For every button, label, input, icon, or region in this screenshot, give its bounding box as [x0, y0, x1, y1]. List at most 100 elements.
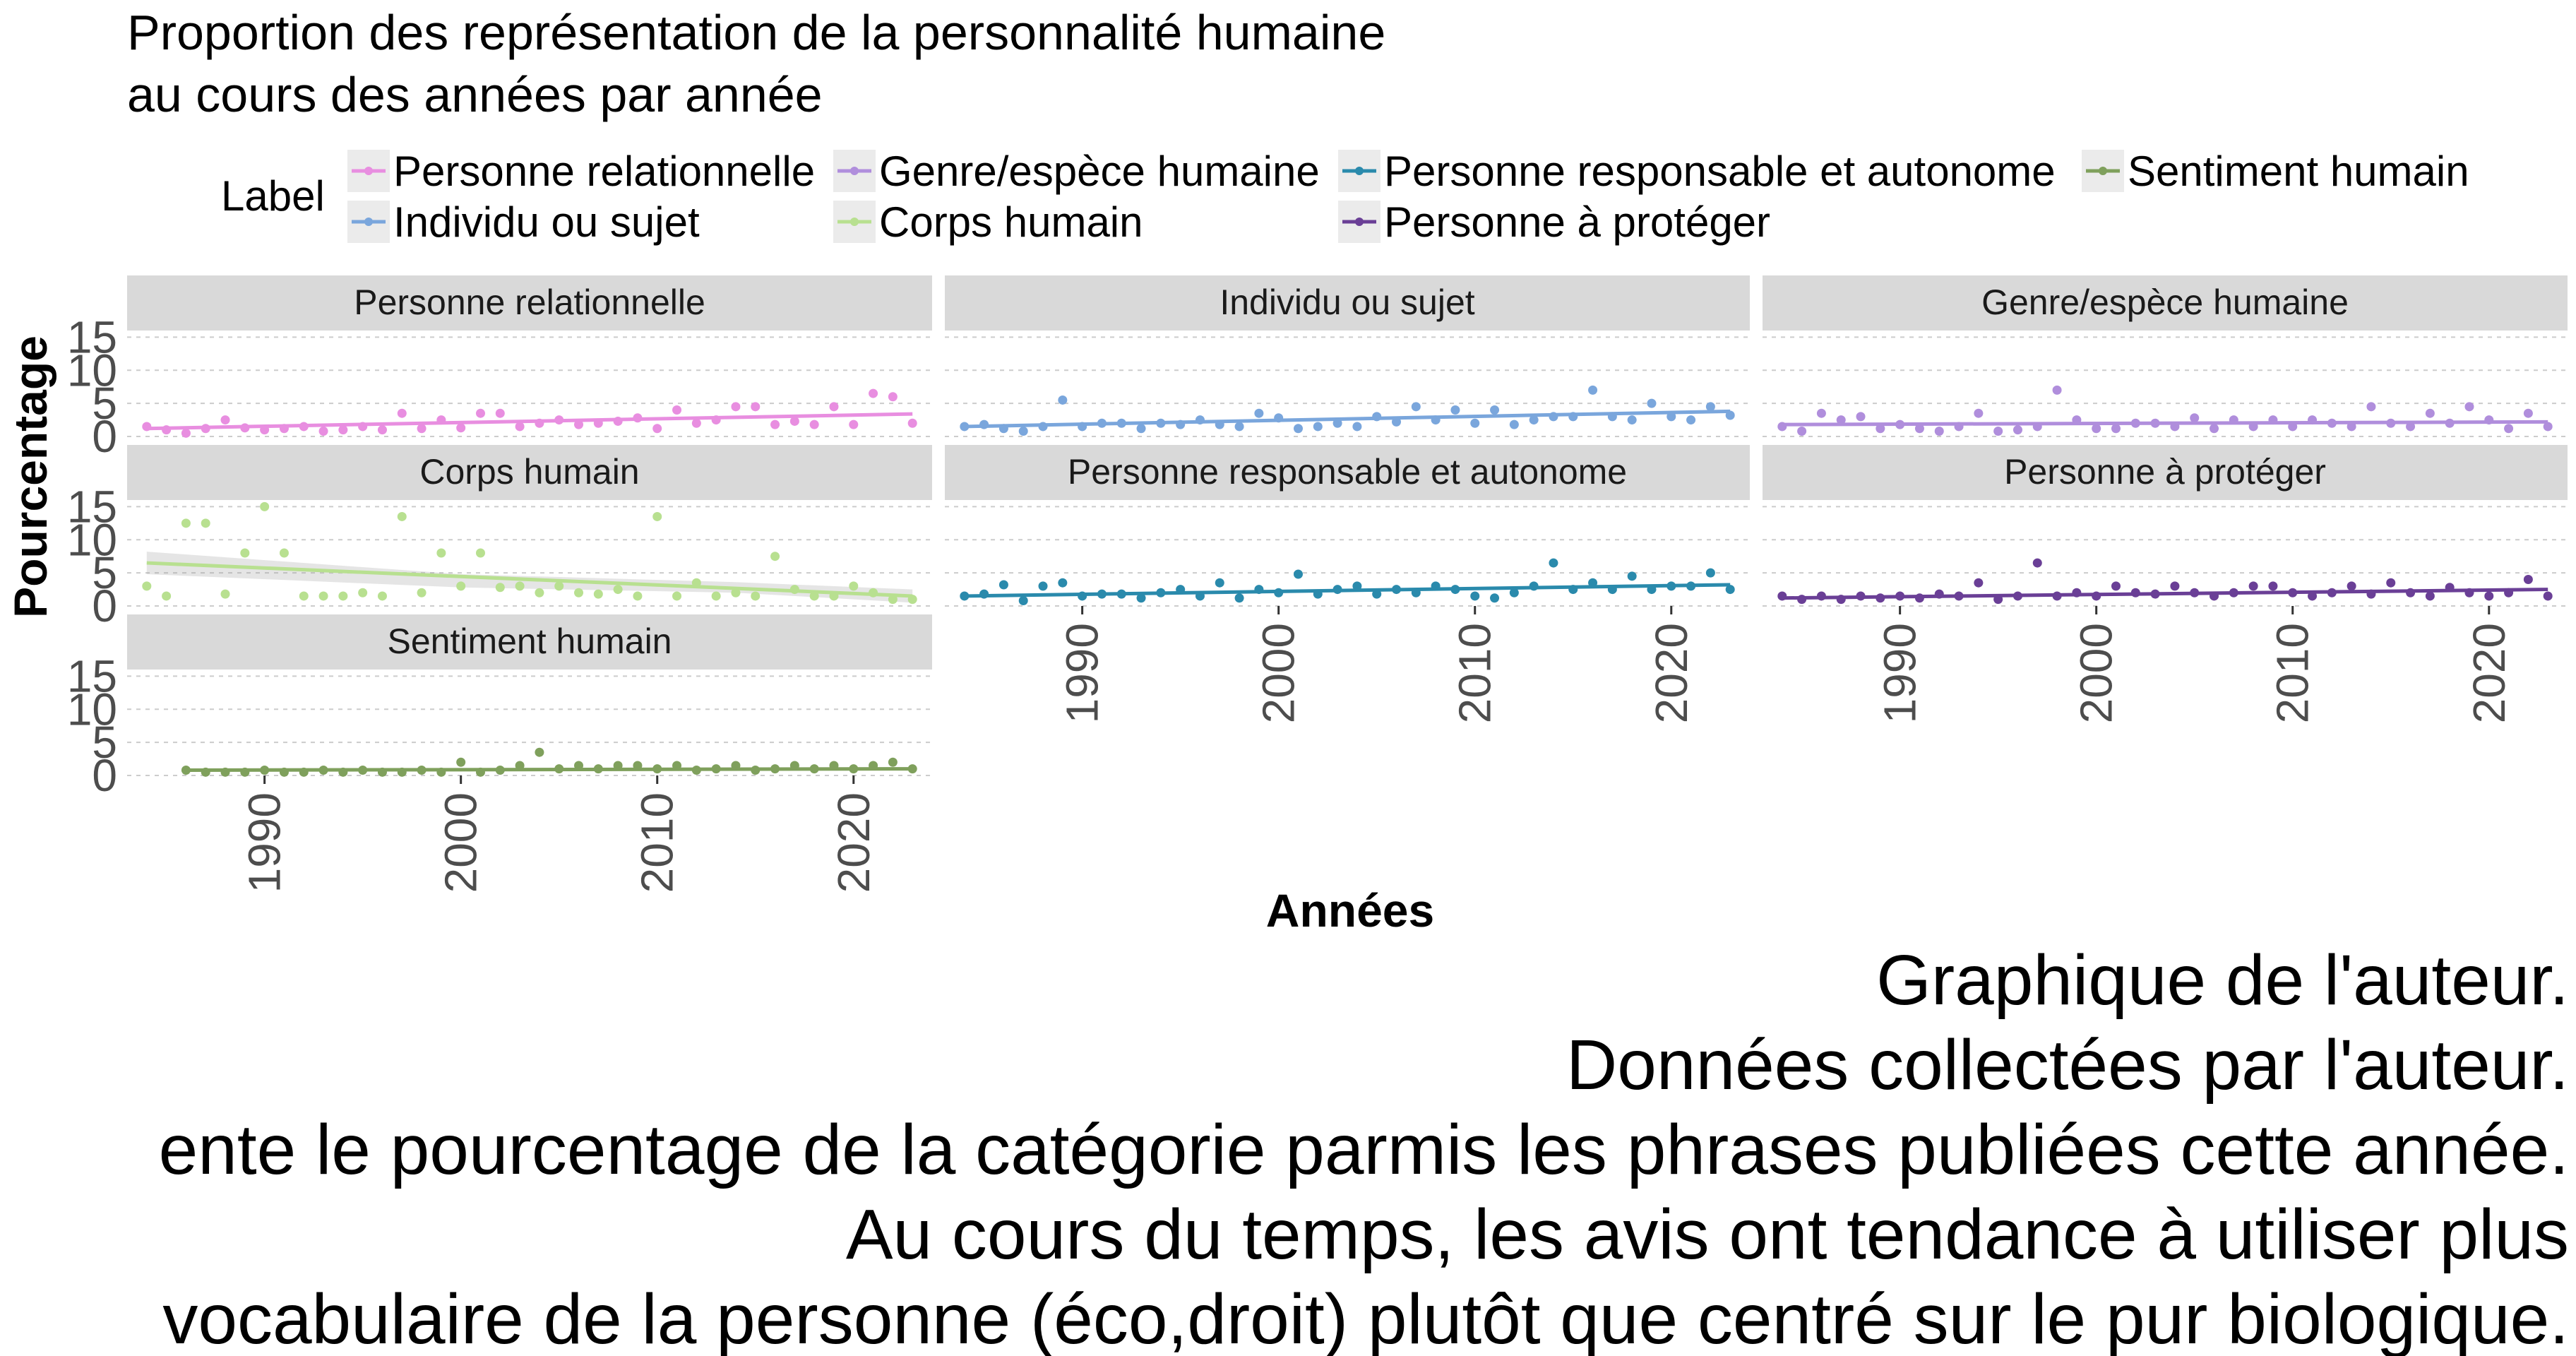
data-point-individu-ou-sujet-1991 [1097, 418, 1107, 428]
data-point-corps-humain-2019 [829, 591, 839, 601]
data-point-personne-responsable-et-autonome-2006 [1392, 585, 1402, 595]
data-point-personne-relationnelle-2012 [691, 418, 701, 428]
data-point-corps-humain-2014 [731, 588, 741, 597]
data-point-genre-espece-humaine-1994 [1974, 408, 1984, 418]
caption-line-2: Données collectées par l'auteur. [1566, 1025, 2569, 1105]
legend-title: Label [221, 172, 325, 220]
data-point-corps-humain-2004 [535, 588, 544, 597]
data-point-personne-relationnelle-1985 [162, 425, 172, 435]
data-point-personne-a-proteger-1989 [1876, 593, 1885, 603]
legend-label-corps-humain: Corps humain [879, 198, 1143, 246]
data-point-individu-ou-sujet-2000 [1274, 413, 1284, 423]
data-point-genre-espece-humaine-1997 [2032, 422, 2042, 432]
data-point-personne-responsable-et-autonome-2014 [1549, 558, 1558, 568]
data-point-sentiment-humain-2008 [613, 761, 623, 771]
data-point-personne-responsable-et-autonome-2009 [1450, 585, 1460, 595]
data-point-sentiment-humain-2016 [770, 764, 780, 774]
data-point-personne-responsable-et-autonome-1992 [1116, 589, 1126, 599]
x-tick-label-col1-1990: 1990 [1057, 623, 1108, 723]
data-point-personne-relationnelle-2015 [751, 402, 761, 412]
data-point-genre-espece-humaine-1996 [2012, 425, 2022, 435]
data-point-personne-responsable-et-autonome-2008 [1431, 581, 1441, 591]
data-point-sentiment-humain-1996 [377, 767, 387, 777]
data-point-individu-ou-sujet-1995 [1176, 420, 1186, 429]
data-point-corps-humain-2023 [907, 595, 917, 605]
data-point-genre-espece-humaine-1986 [1816, 408, 1826, 418]
data-point-personne-a-proteger-1996 [2012, 591, 2022, 601]
data-point-personne-relationnelle-1992 [299, 422, 309, 432]
data-point-genre-espece-humaine-2021 [2504, 424, 2514, 434]
data-point-personne-relationnelle-1984 [142, 422, 152, 432]
data-point-genre-espece-humaine-1989 [1876, 424, 1885, 434]
data-point-corps-humain-1994 [338, 591, 348, 601]
data-point-personne-responsable-et-autonome-1998 [1234, 593, 1244, 603]
data-point-personne-a-proteger-2023 [2543, 591, 2553, 601]
data-point-individu-ou-sujet-1984 [960, 422, 970, 432]
y-tick-label-corps-humain-5: 5 [92, 547, 117, 598]
data-point-sentiment-humain-1986 [181, 766, 191, 775]
data-point-individu-ou-sujet-2001 [1293, 424, 1303, 434]
data-point-personne-responsable-et-autonome-2019 [1647, 585, 1657, 595]
data-point-corps-humain-1995 [358, 588, 368, 597]
data-point-corps-humain-2008 [613, 585, 623, 595]
x-tick-label-col0-2010: 2010 [632, 792, 683, 893]
x-tick-label-col0-1990: 1990 [239, 792, 290, 893]
facet-strip-label-personne-responsable-et-autonome: Personne responsable et autonome [1068, 452, 1627, 492]
chart-title-line-1: Proportion des représentation de la pers… [127, 5, 1385, 60]
data-point-genre-espece-humaine-2015 [2386, 418, 2396, 428]
data-point-genre-espece-humaine-2020 [2484, 415, 2494, 425]
data-point-personne-a-proteger-2017 [2425, 591, 2435, 601]
facet-strip-personne-responsable-et-autonome [945, 445, 1750, 500]
data-point-genre-espece-humaine-1993 [1954, 422, 1964, 432]
legend-key-point-personne-a-proteger [1355, 218, 1364, 226]
data-point-personne-a-proteger-2004 [2170, 581, 2180, 591]
data-point-genre-espece-humaine-2003 [2150, 418, 2160, 428]
x-tick-label-col1-2010: 2010 [1450, 623, 1501, 723]
data-point-personne-responsable-et-autonome-1985 [979, 589, 989, 599]
data-point-personne-a-proteger-1990 [1895, 591, 1905, 601]
x-tick-label-col2-2020: 2020 [2464, 623, 2515, 723]
data-point-personne-a-proteger-2007 [2229, 588, 2238, 597]
data-point-personne-a-proteger-2011 [2308, 591, 2318, 601]
chart-title: Proportion des représentation de la pers… [127, 5, 1385, 122]
y-tick-label-corps-humain-15: 15 [67, 481, 117, 532]
x-tick-label-col0-2020: 2020 [828, 792, 879, 893]
data-point-personne-responsable-et-autonome-1999 [1254, 585, 1264, 595]
data-point-personne-responsable-et-autonome-2000 [1274, 588, 1284, 597]
facet-strip-label-individu-ou-sujet: Individu ou sujet [1220, 282, 1474, 322]
data-point-sentiment-humain-2003 [515, 761, 525, 771]
caption-line-3: ente le pourcentage de la catégorie parm… [159, 1110, 2569, 1189]
data-point-personne-a-proteger-1994 [1974, 578, 1984, 588]
data-point-sentiment-humain-2001 [475, 767, 485, 777]
data-point-personne-relationnelle-2004 [535, 418, 544, 428]
data-point-sentiment-humain-2011 [672, 761, 682, 771]
data-point-sentiment-humain-2022 [888, 757, 898, 767]
y-axis-title: Pourcentage [4, 335, 56, 618]
caption-line-1: Graphique de l'auteur. [1876, 941, 2569, 1020]
data-point-genre-espece-humaine-2001 [2111, 424, 2121, 434]
trend-line-individu-ou-sujet [964, 409, 1731, 429]
legend-label-personne-relationnelle: Personne relationnelle [393, 148, 815, 195]
data-point-personne-relationnelle-2011 [672, 405, 682, 415]
data-point-sentiment-humain-2023 [907, 764, 917, 774]
data-point-corps-humain-1988 [220, 589, 230, 599]
data-point-genre-espece-humaine-2014 [2366, 402, 2376, 412]
data-point-corps-humain-2002 [495, 583, 505, 593]
data-point-personne-relationnelle-2005 [554, 415, 564, 425]
x-tick-label-col2-1990: 1990 [1875, 623, 1926, 723]
data-point-genre-espece-humaine-1992 [1934, 427, 1944, 436]
data-point-corps-humain-2005 [554, 581, 564, 591]
data-point-personne-a-proteger-2009 [2268, 581, 2278, 591]
data-point-sentiment-humain-1995 [358, 766, 368, 775]
data-point-sentiment-humain-1988 [220, 767, 230, 777]
facet-genre-espece-humaine: Genre/espèce humaine [1763, 275, 2568, 437]
legend-label-personne-responsable-et-autonome: Personne responsable et autonome [1384, 148, 2056, 195]
x-axis-title: Années [1266, 884, 1434, 936]
data-point-personne-a-proteger-1987 [1836, 595, 1846, 605]
data-point-personne-a-proteger-1991 [1914, 593, 1924, 603]
data-point-sentiment-humain-2021 [869, 761, 878, 771]
data-point-genre-espece-humaine-2009 [2268, 415, 2278, 425]
data-point-corps-humain-2009 [633, 591, 643, 601]
data-point-individu-ou-sujet-1998 [1234, 422, 1244, 432]
data-point-genre-espece-humaine-2017 [2425, 408, 2435, 418]
